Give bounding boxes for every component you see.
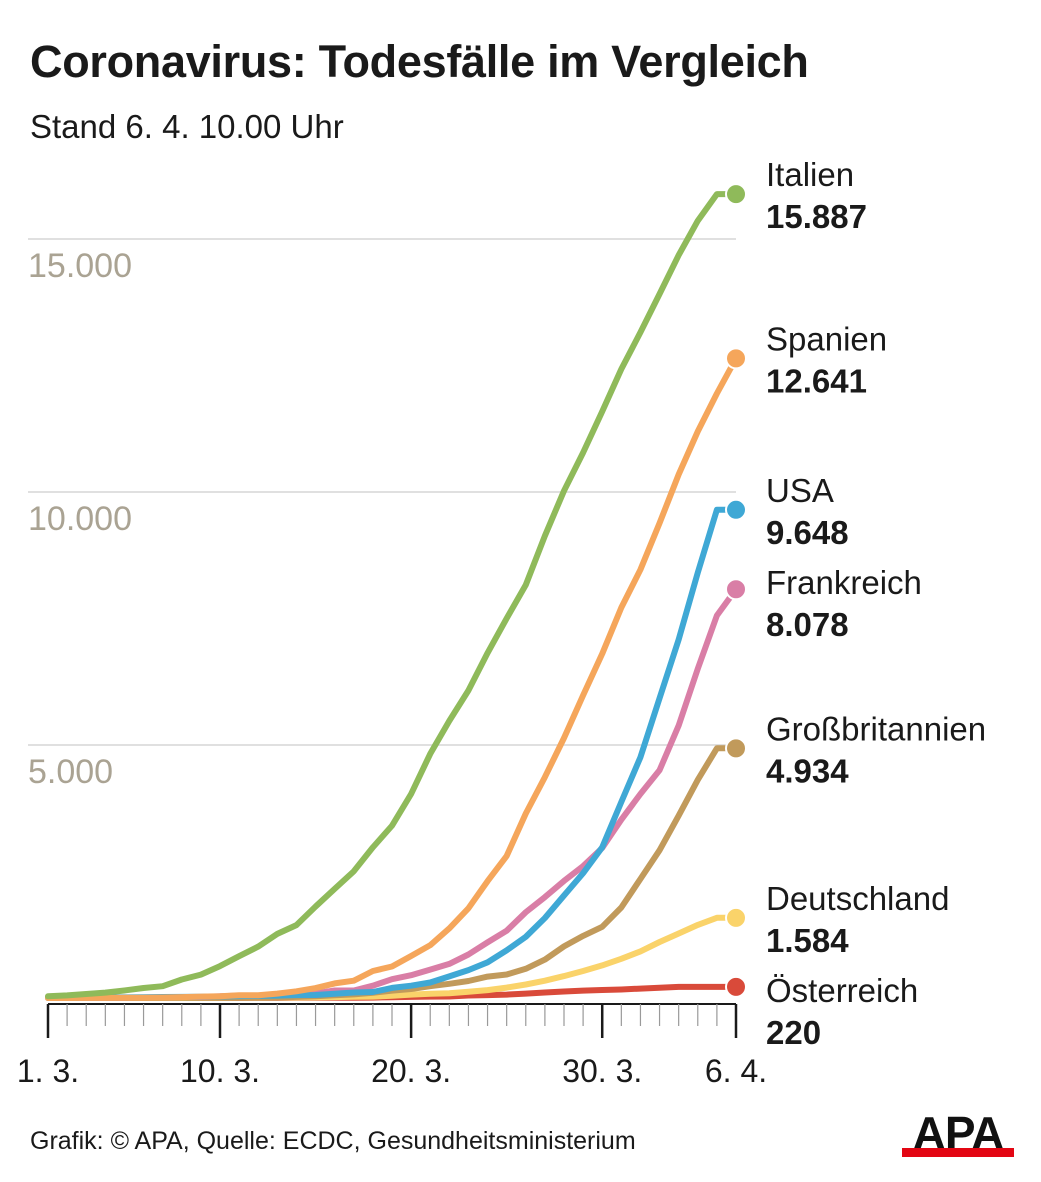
series-value-label: 15.887 — [766, 198, 867, 235]
series-label: Frankreich — [766, 564, 922, 601]
series-value-label: 9.648 — [766, 514, 849, 551]
series-value-label: 220 — [766, 1014, 821, 1051]
x-tick-label: 30. 3. — [562, 1053, 642, 1089]
series-end-dot — [725, 498, 747, 521]
series-label: USA — [766, 472, 834, 509]
series-label: Österreich — [766, 972, 918, 1009]
series-value-label: 4.934 — [766, 752, 849, 789]
y-tick-label: 10.000 — [28, 500, 132, 538]
series-line-Frankreich — [45, 586, 739, 1001]
series-line-Spanien — [45, 355, 739, 1001]
series-line-Großbritannien — [45, 745, 739, 1001]
series-end-dot — [725, 347, 747, 370]
series-end-dot — [725, 906, 747, 929]
series-value-label: 8.078 — [766, 606, 849, 643]
x-tick-label: 20. 3. — [371, 1053, 451, 1089]
series-end-dot — [725, 975, 747, 998]
series-end-dot — [725, 183, 747, 206]
source-credit: Grafik: © APA, Quelle: ECDC, Gesundheits… — [30, 1127, 636, 1155]
apa-logo-bar — [902, 1148, 1014, 1157]
line-chart: 5.000 10.000 15.000 1. 3. 10. 3. 20. 3. 30. 3.… — [17, 156, 986, 1089]
y-tick-label: 15.000 — [28, 247, 132, 285]
chart-title: Coronavirus: Todesfälle im Vergleich — [30, 36, 809, 87]
series-value-label: 1.584 — [766, 922, 849, 959]
series-label: Italien — [766, 156, 854, 193]
x-tick-label: 6. 4. — [705, 1053, 767, 1089]
series-label: Deutschland — [766, 880, 949, 917]
series-line-Italien — [45, 191, 739, 1000]
series-end-dot — [725, 578, 747, 601]
series-label: Großbritannien — [766, 710, 986, 747]
x-tick-label: 1. 3. — [17, 1053, 79, 1089]
chart-subtitle: Stand 6. 4. 10.00 Uhr — [30, 108, 344, 145]
x-tick-label: 10. 3. — [180, 1053, 260, 1089]
y-tick-label: 5.000 — [28, 753, 113, 791]
apa-logo: APA — [902, 1107, 1014, 1160]
series-end-dot — [725, 737, 747, 760]
series-label: Spanien — [766, 320, 887, 357]
series-value-label: 12.641 — [766, 362, 867, 399]
